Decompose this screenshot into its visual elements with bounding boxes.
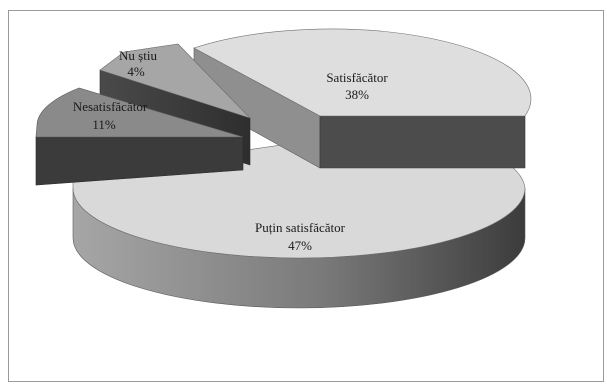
slice-label-putin-satisfacator: Puțin satisfăcător [255,220,346,235]
slice-label-nu-stiu: Nu știu [119,48,157,63]
slice-satisfacator-top [193,28,532,117]
slice-satisfacator-side-front [319,115,526,169]
slice-label-nesatisfacator: Nesatisfăcător [73,99,148,114]
slice-satisfacator: Satisfăcător 38% [193,28,532,169]
slice-nu-stiu-top [99,43,251,119]
slice-nesatisfacator: Nesatisfăcător 11% [35,87,244,186]
slice-value-putin-satisfacator: 47% [288,238,312,253]
slice-value-satisfacator: 38% [345,87,369,102]
slice-nesatisfacator-top [35,87,244,138]
slice-label-satisfacator: Satisfăcător [326,70,388,85]
slice-value-nu-stiu: 4% [127,64,145,79]
slice-value-nesatisfacator: 11% [92,117,116,132]
